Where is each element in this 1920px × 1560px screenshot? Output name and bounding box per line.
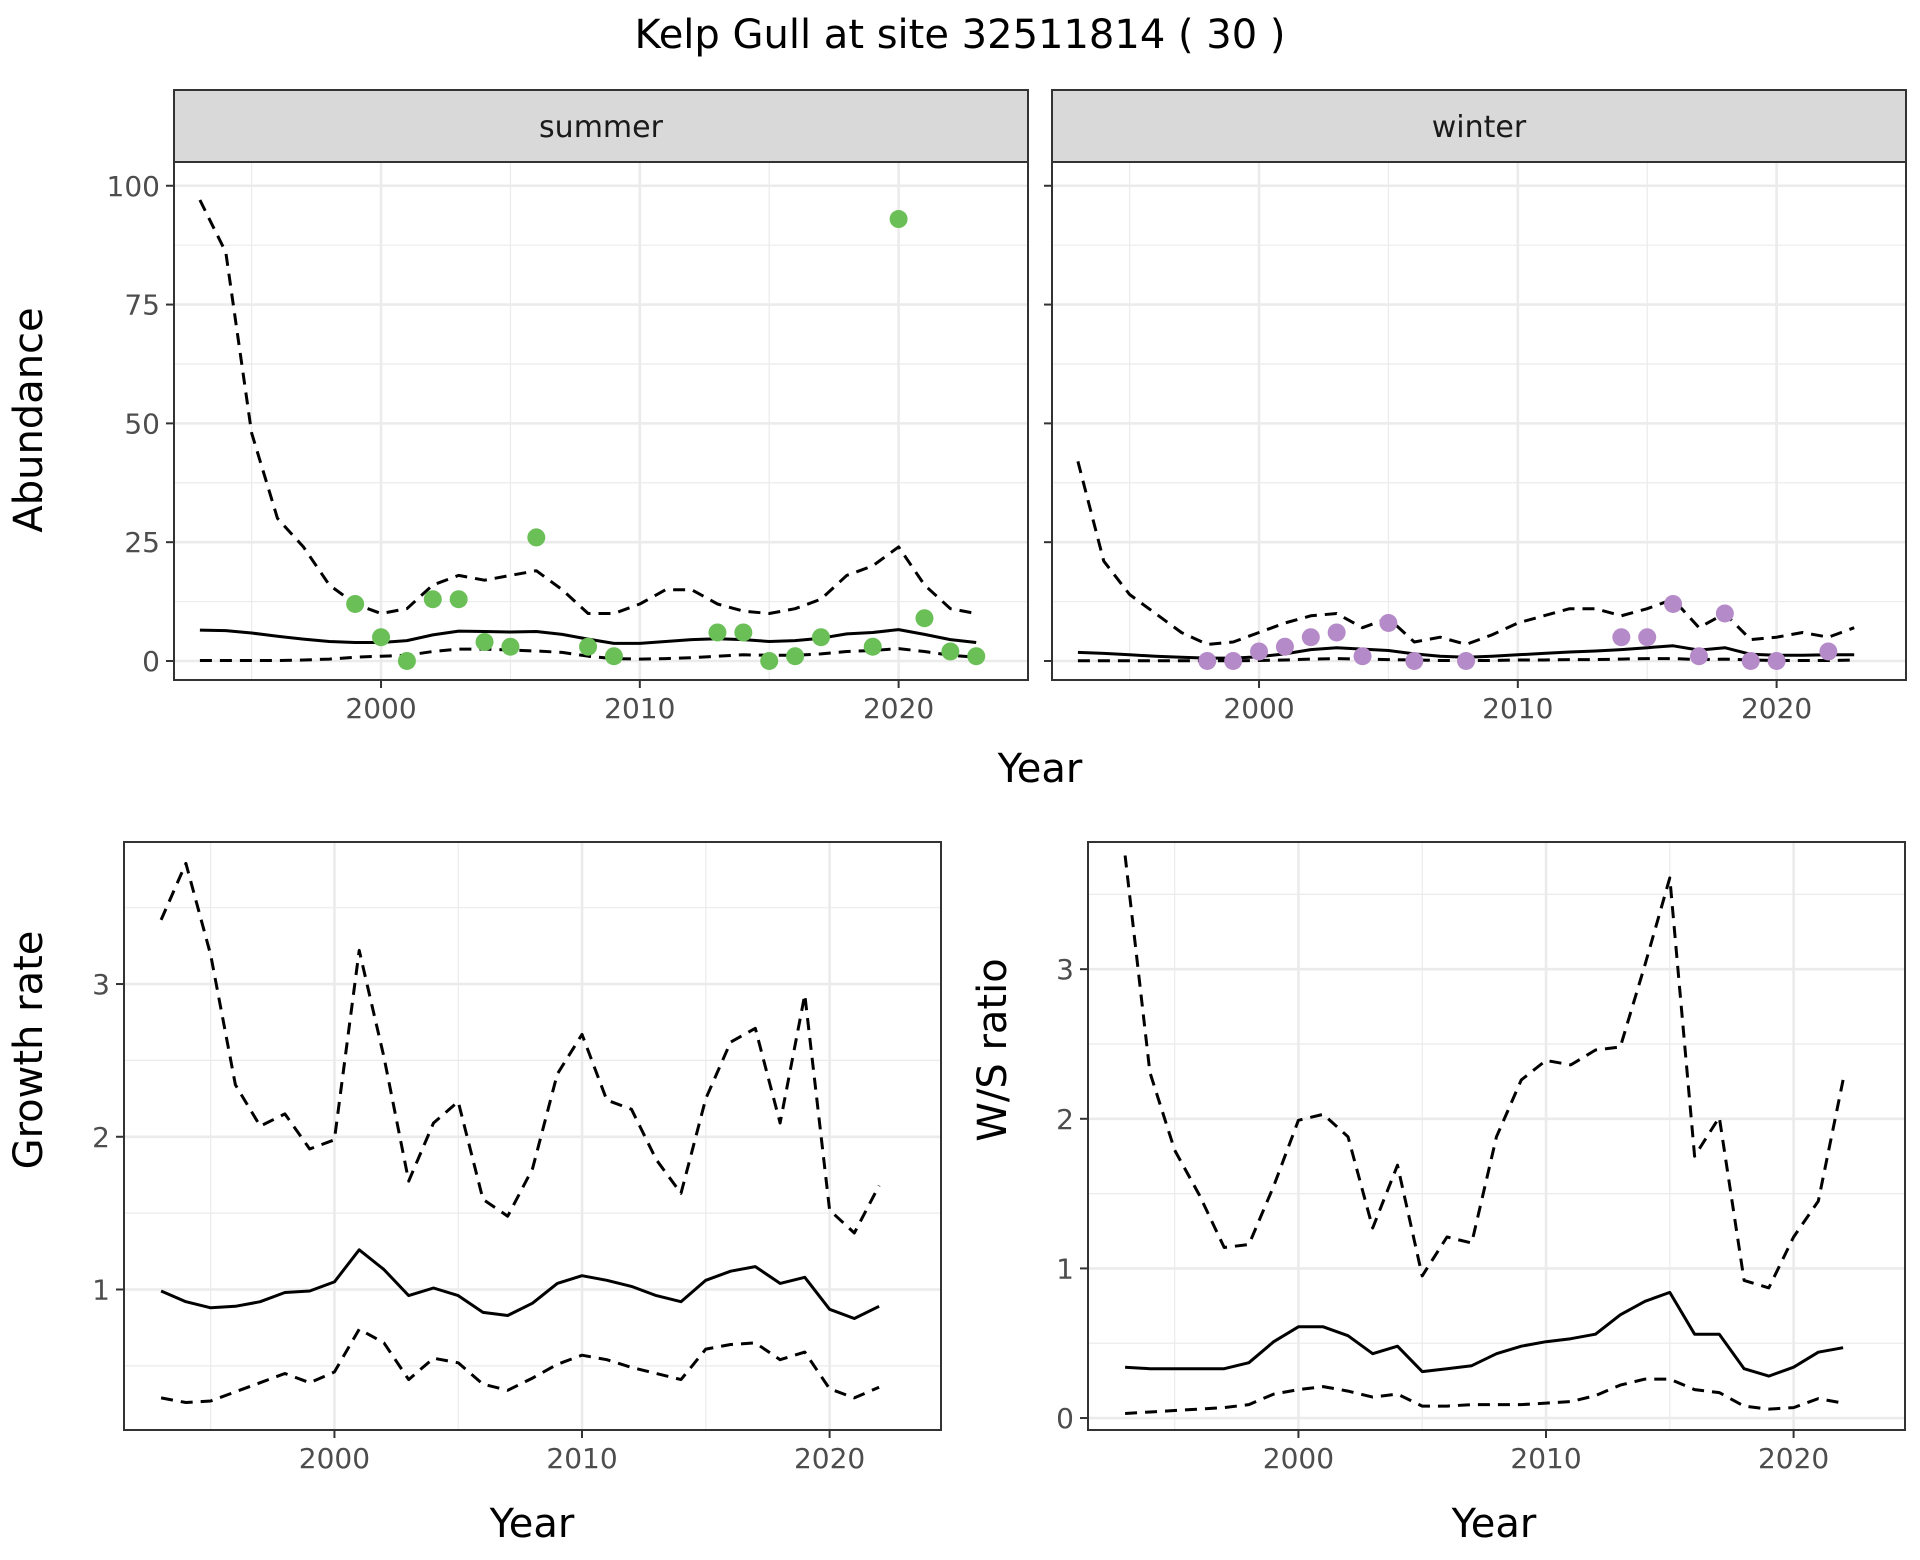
summer-data-point: [475, 632, 494, 651]
winter-data-point: [1638, 628, 1657, 647]
panel-summer: summer 2000 2010 2020 0 25 50 75 100: [107, 89, 1029, 725]
top-y-axis-label: Abundance: [6, 307, 52, 532]
winter-data-point: [1689, 647, 1708, 666]
summer-strip: [173, 89, 1029, 163]
growth-interval-line-1: [159, 861, 881, 1235]
summer-interval-line-1: [198, 199, 977, 615]
winter-data-point: [1301, 628, 1320, 647]
summer-data-point: [527, 528, 546, 547]
growth-interval-line-2: [160, 1327, 880, 1404]
summer-data-point: [889, 210, 908, 229]
growth-x-tick-label: 2010: [546, 1442, 617, 1475]
summer-x-tick-label: 2020: [863, 692, 934, 725]
winter-data-point: [1198, 651, 1217, 670]
ratio-interval-line-2: [1125, 1377, 1844, 1415]
summer-x-tick-label: 2010: [604, 692, 675, 725]
summer-x-tick-label: 2000: [345, 692, 416, 725]
ratio-x-tick-label: 2010: [1510, 1442, 1581, 1475]
winter-x-tick-label: 2020: [1741, 692, 1812, 725]
growth-y-tick-label: 1: [92, 1273, 110, 1306]
winter-data-point: [1819, 642, 1838, 661]
summer-data-point: [397, 651, 416, 670]
ratio-interval-line-1: [1123, 855, 1845, 1290]
summer-y-tick-label: 50: [124, 407, 160, 440]
winter-x-tick-label: 2000: [1223, 692, 1294, 725]
growth-x-tick-label: 2000: [299, 1442, 370, 1475]
summer-data-point: [863, 637, 882, 656]
growth-y-tick-label: 2: [92, 1121, 110, 1154]
winter-data-point: [1327, 623, 1346, 642]
ratio-x-axis-label: Year: [1451, 1501, 1537, 1547]
winter-x-tick-label: 2010: [1482, 692, 1553, 725]
summer-data-point: [941, 642, 960, 661]
winter-data-point: [1275, 637, 1294, 656]
summer-y-tick-label: 75: [124, 289, 160, 322]
summer-strip-label: summer: [539, 110, 664, 145]
panel-growth-rate: 2000 2010 2020 1 2 3: [92, 841, 942, 1475]
growth-x-tick-label: 2020: [794, 1442, 865, 1475]
ratio-y-tick-label: 1: [1056, 1252, 1074, 1285]
summer-data-point: [423, 590, 442, 609]
winter-data-point: [1664, 594, 1683, 613]
ratio-panel-border: [1087, 841, 1906, 1431]
summer-data-point: [449, 590, 468, 609]
ratio-y-tick-label: 3: [1056, 953, 1074, 986]
summer-interval-line-2: [199, 647, 977, 662]
winter-data-point: [1250, 642, 1269, 661]
summer-data-point: [811, 628, 830, 647]
winter-data-point: [1379, 613, 1398, 632]
panel-winter: winter 2000 2010 2020: [1044, 89, 1907, 725]
panel-ws-ratio: 2000 2010 2020 0 1 2 3: [1056, 841, 1906, 1475]
growth-y-tick-label: 3: [92, 968, 110, 1001]
winter-data-point: [1353, 647, 1372, 666]
ratio-y-axis-label: W/S ratio: [970, 958, 1016, 1141]
winter-data-point: [1405, 651, 1424, 670]
summer-data-point: [708, 623, 727, 642]
winter-data-point: [1457, 651, 1476, 670]
summer-data-point: [372, 628, 391, 647]
winter-data-point: [1224, 651, 1243, 670]
winter-data-point: [1767, 651, 1786, 670]
summer-data-point: [604, 647, 623, 666]
winter-data-point: [1715, 604, 1734, 623]
summer-data-point: [760, 651, 779, 670]
summer-data-point: [579, 637, 598, 656]
summer-data-point: [786, 647, 805, 666]
figure-title: Kelp Gull at site 32511814 ( 30 ): [634, 12, 1285, 58]
winter-data-point: [1741, 651, 1760, 670]
top-x-axis-label: Year: [997, 746, 1083, 792]
summer-data-point: [967, 647, 986, 666]
ratio-x-tick-label: 2020: [1758, 1442, 1829, 1475]
winter-plot-background: [1052, 162, 1906, 680]
ratio-y-tick-label: 2: [1056, 1103, 1074, 1136]
summer-y-tick-label: 25: [124, 526, 160, 559]
summer-data-point: [501, 637, 520, 656]
ratio-y-tick-label: 0: [1056, 1402, 1074, 1435]
summer-y-tick-label: 0: [142, 645, 160, 678]
growth-median-line: [160, 1248, 880, 1320]
summer-data-point: [734, 623, 753, 642]
winter-strip-label: winter: [1432, 110, 1527, 145]
winter-data-point: [1612, 628, 1631, 647]
growth-x-axis-label: Year: [489, 1501, 575, 1547]
summer-plot-background: [174, 162, 1028, 680]
ratio-x-tick-label: 2000: [1263, 1442, 1334, 1475]
growth-y-axis-label: Growth rate: [6, 931, 52, 1170]
summer-data-point: [915, 609, 934, 628]
summer-data-point: [346, 594, 365, 613]
ratio-median-line: [1125, 1290, 1844, 1378]
summer-y-tick-label: 100: [107, 170, 160, 203]
winter-strip: [1051, 89, 1907, 163]
